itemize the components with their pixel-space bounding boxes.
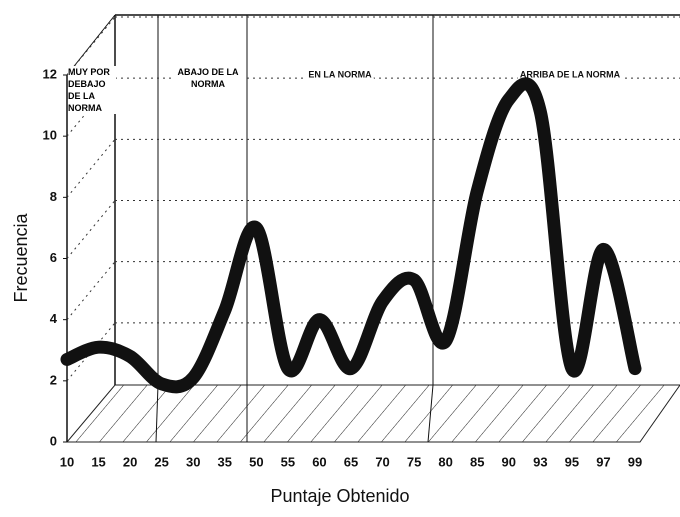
x-tick-label: 25 xyxy=(154,454,168,469)
grid-line xyxy=(66,16,116,76)
x-tick-label: 20 xyxy=(123,454,137,469)
x-tick-label: 70 xyxy=(375,454,389,469)
x-tick-label: 10 xyxy=(60,454,74,469)
x-tick-label: 60 xyxy=(312,454,326,469)
x-tick-label: 55 xyxy=(281,454,295,469)
y-tick-label: 8 xyxy=(50,189,57,204)
y-axis-label: Frecuencia xyxy=(11,212,31,302)
x-tick-label: 50 xyxy=(249,454,263,469)
x-tick-label: 35 xyxy=(218,454,232,469)
divider xyxy=(427,384,434,443)
grid-line xyxy=(66,139,116,198)
grid-line xyxy=(66,261,116,320)
y-tick-label: 0 xyxy=(50,433,57,448)
x-tick-label: 95 xyxy=(565,454,579,469)
x-axis-label: Puntaje Obtenido xyxy=(270,486,409,506)
grid-line xyxy=(66,200,116,259)
x-tick-label: 75 xyxy=(407,454,421,469)
y-tick-label: 4 xyxy=(50,311,58,326)
annotation-box: ABAJO DE LA NORMA xyxy=(172,66,244,90)
y-tick-label: 10 xyxy=(43,128,57,143)
x-tick-label: 90 xyxy=(502,454,516,469)
y-tick-label: 6 xyxy=(50,250,57,265)
y-tick-label: 2 xyxy=(50,372,57,387)
y-tick-label: 12 xyxy=(43,66,57,81)
annotation: EN LA NORMA xyxy=(308,69,372,79)
line-series xyxy=(60,77,642,394)
x-tick-label: 15 xyxy=(91,454,105,469)
x-tick-label: 30 xyxy=(186,454,200,469)
x-tick-label: 80 xyxy=(438,454,452,469)
x-tick-label: 99 xyxy=(628,454,642,469)
x-tick-label: 65 xyxy=(344,454,358,469)
annotation: ARRIBA DE LA NORMA xyxy=(520,69,621,79)
annotation: MUY POR DEBAJO DE LA NORMA xyxy=(68,66,116,114)
x-tick-label: 85 xyxy=(470,454,484,469)
divider xyxy=(155,384,159,443)
x-tick-label: 93 xyxy=(533,454,547,469)
x-tick-label: 97 xyxy=(596,454,610,469)
annotation: ABAJO DE LA NORMA xyxy=(172,66,244,90)
floor xyxy=(65,384,680,443)
annotation-box: MUY POR DEBAJO DE LA NORMA xyxy=(68,66,116,114)
